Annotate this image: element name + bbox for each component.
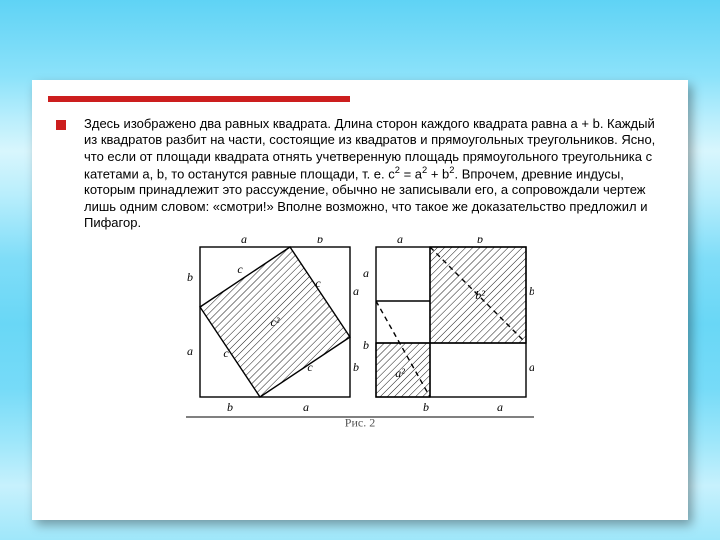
svg-text:c: c (307, 360, 313, 374)
svg-text:a: a (529, 360, 534, 374)
svg-text:b: b (227, 400, 233, 414)
svg-text:a: a (397, 237, 403, 246)
svg-text:a: a (187, 344, 193, 358)
bullet-paragraph: Здесь изображено два равных квадрата. Дл… (56, 116, 664, 231)
svg-text:b: b (187, 270, 193, 284)
svg-text:b: b (477, 237, 483, 246)
svg-text:Рис. 2: Рис. 2 (345, 416, 375, 428)
para-seg-2: = a (400, 166, 422, 181)
svg-text:b: b (317, 237, 323, 246)
pythagoras-figure: ababbabaccccc²abbabaaba²b²Рис. 2 (186, 237, 534, 427)
svg-text:b: b (423, 400, 429, 414)
svg-text:a: a (497, 400, 503, 414)
para-seg-3: + b (427, 166, 449, 181)
svg-text:c: c (223, 346, 229, 360)
svg-text:a: a (353, 284, 359, 298)
svg-text:c: c (237, 262, 243, 276)
bullet-icon (56, 120, 66, 130)
body-text: Здесь изображено два равных квадрата. Дл… (84, 116, 664, 231)
svg-text:c²: c² (271, 315, 280, 329)
svg-text:a: a (303, 400, 309, 414)
svg-text:b: b (363, 338, 369, 352)
slide-page: Здесь изображено два равных квадрата. Дл… (0, 0, 720, 540)
svg-text:b: b (529, 284, 534, 298)
svg-text:b²: b² (475, 288, 485, 302)
svg-text:b: b (353, 360, 359, 374)
accent-bar (48, 96, 350, 102)
svg-text:a: a (363, 266, 369, 280)
svg-text:a: a (241, 237, 247, 246)
content-panel: Здесь изображено два равных квадрата. Дл… (32, 80, 688, 520)
figure-wrap: ababbabaccccc²abbabaaba²b²Рис. 2 (56, 237, 664, 427)
svg-text:c: c (315, 276, 321, 290)
content-area: Здесь изображено два равных квадрата. Дл… (56, 116, 664, 427)
svg-text:a²: a² (395, 366, 405, 380)
